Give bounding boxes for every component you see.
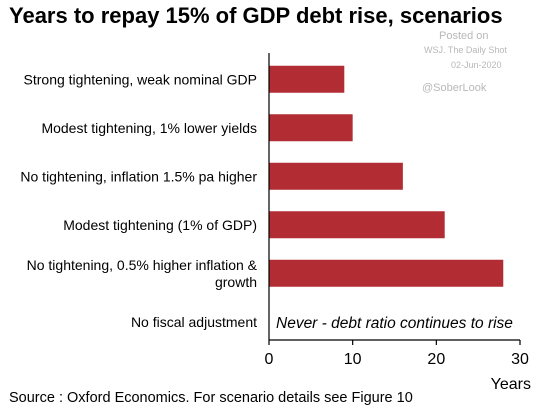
x-tick-label: 20	[427, 351, 445, 368]
chart-title: Years to repay 15% of GDP debt rise, sce…	[9, 3, 503, 28]
bar	[269, 114, 353, 142]
bar	[269, 211, 445, 239]
category-label: No fiscal adjustment	[131, 314, 257, 330]
category-label: Strong tightening, weak nominal GDP	[24, 71, 257, 87]
source-note: Source : Oxford Economics. For scenario …	[9, 390, 413, 406]
category-label: No tightening, inflation 1.5% pa higher	[20, 168, 257, 184]
bar	[269, 65, 345, 93]
x-tick-label: 30	[511, 351, 529, 368]
bar-annotation: Never - debt ratio continues to rise	[276, 315, 513, 332]
watermark-handle: @SoberLook	[422, 82, 487, 94]
x-tick-label: 10	[344, 351, 362, 368]
bar	[269, 259, 504, 287]
x-tick-label: 0	[265, 351, 274, 368]
category-label: No tightening, 0.5% higher inflation & gr…	[27, 257, 258, 290]
watermark-posted-on: Posted on	[439, 30, 489, 42]
watermark-date: 02-Jun-2020	[451, 60, 502, 70]
bar	[269, 162, 403, 190]
x-axis-label: Years	[491, 376, 531, 393]
category-label: Modest tightening, 1% lower yields	[41, 120, 257, 136]
category-label: Modest tightening (1% of GDP)	[63, 217, 257, 233]
watermark-publication: WSJ. The Daily Shot	[424, 45, 507, 55]
